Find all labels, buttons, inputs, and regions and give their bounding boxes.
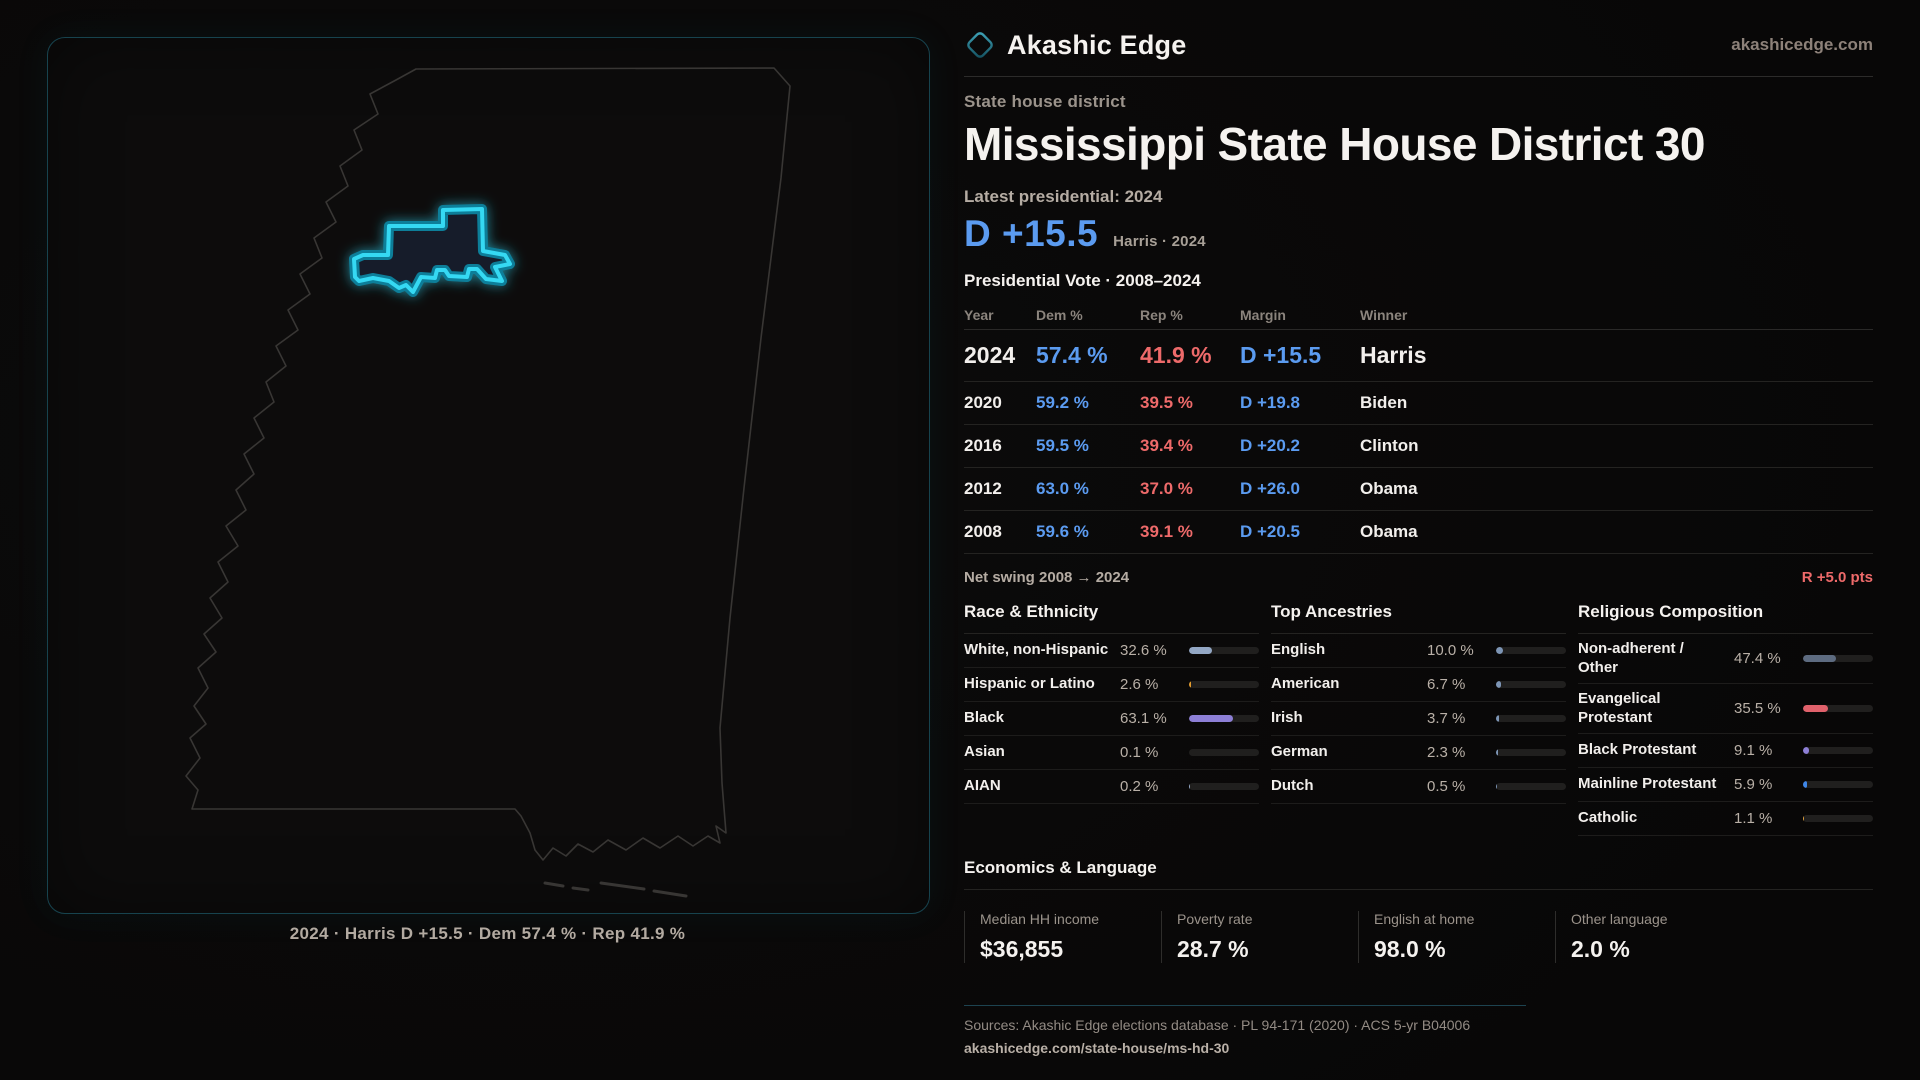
stat-bar	[1496, 680, 1566, 688]
mississippi-map	[185, 67, 791, 898]
stat-card: English at home 98.0 %	[1358, 910, 1555, 963]
table-row: 2008 59.6 % 39.1 % D +20.5 Obama	[964, 511, 1873, 554]
section-title-economics: Economics & Language	[964, 858, 1873, 890]
presidential-vote-title: Presidential Vote · 2008–2024	[964, 270, 1201, 290]
brand-name: Akashic Edge	[1007, 29, 1187, 60]
economics-section: Economics & Language Median HH income $3…	[964, 858, 1873, 963]
mississippi-state-outline	[185, 67, 791, 861]
district-report: Akashic Edge akashicedge.com State house…	[964, 24, 1873, 1056]
stat-bar	[1803, 814, 1873, 822]
col-header-winner: Winner	[1360, 307, 1408, 324]
demo-row: Black Protestant 9.1 %	[1578, 734, 1873, 768]
demo-row: Dutch 0.5 %	[1271, 770, 1566, 804]
table-row: 2020 59.2 % 39.5 % D +19.8 Biden	[964, 382, 1873, 425]
headline-margin: D +15.5 Harris · 2024	[964, 213, 1873, 255]
demo-row: Irish 3.7 %	[1271, 702, 1566, 736]
demo-row: English 10.0 %	[1271, 634, 1566, 668]
district-30-shape	[349, 204, 515, 297]
stat-bar	[1496, 782, 1566, 790]
page-footer: Sources: Akashic Edge elections database…	[964, 1004, 1873, 1056]
col-header-year: Year	[964, 307, 994, 324]
header-divider	[964, 76, 1873, 77]
headline-margin-value: D +15.5	[964, 212, 1099, 254]
demo-row: American 6.7 %	[1271, 668, 1566, 702]
stat-bar	[1496, 748, 1566, 756]
district-type-kicker: State house district	[964, 92, 1126, 111]
net-swing-label: Net swing 2008 → 2024	[964, 568, 1130, 586]
brand-header: Akashic Edge akashicedge.com	[964, 24, 1873, 66]
stat-bar	[1496, 714, 1566, 722]
latest-presidential-label: Latest presidential: 2024	[964, 186, 1163, 206]
demo-row: White, non-Hispanic 32.6 %	[964, 634, 1259, 668]
demographics-section: Race & Ethnicity White, non-Hispanic 32.…	[964, 602, 1873, 836]
page-title: Mississippi State House District 30	[964, 118, 1705, 170]
religion-column: Religious Composition Non-adherent / Oth…	[1578, 602, 1873, 836]
net-swing-value: R +5.0 pts	[1801, 568, 1873, 586]
col-header-margin: Margin	[1240, 307, 1286, 324]
col-header-dem: Dem %	[1036, 307, 1083, 324]
demo-row: Hispanic or Latino 2.6 %	[964, 668, 1259, 702]
map-caption: 2024 · Harris D +15.5 · Dem 57.4 % · Rep…	[289, 924, 686, 943]
race-ethnicity-column: Race & Ethnicity White, non-Hispanic 32.…	[964, 602, 1259, 836]
demo-row: German 2.3 %	[1271, 736, 1566, 770]
col-header-rep: Rep %	[1140, 307, 1183, 324]
section-title-ancestries: Top Ancestries	[1271, 602, 1566, 634]
demo-row: Non-adherent / Other 47.4 %	[1578, 634, 1873, 684]
stat-bar	[1189, 646, 1259, 654]
permalink-url[interactable]: akashicedge.com/state-house/ms-hd-30	[964, 1039, 1230, 1056]
stat-bar	[1189, 714, 1259, 722]
demo-row: Asian 0.1 %	[964, 736, 1259, 770]
section-title-religion: Religious Composition	[1578, 602, 1873, 634]
stat-card: Poverty rate 28.7 %	[1161, 910, 1358, 963]
table-header-row: Year Dem % Rep % Margin Winner	[964, 302, 1873, 330]
economics-stats: Median HH income $36,855 Poverty rate 28…	[964, 910, 1873, 963]
diamond-logo-icon	[967, 32, 993, 58]
stat-bar	[1803, 704, 1873, 712]
presidential-vote-table: Year Dem % Rep % Margin Winner 2024 57.4…	[964, 302, 1873, 554]
table-row: 2012 63.0 % 37.0 % D +26.0 Obama	[964, 468, 1873, 511]
demo-row: Mainline Protestant 5.9 %	[1578, 768, 1873, 802]
net-swing-row: Net swing 2008 → 2024 R +5.0 pts	[964, 569, 1873, 586]
brand-domain-link[interactable]: akashicedge.com	[1731, 35, 1873, 54]
section-title-race: Race & Ethnicity	[964, 602, 1259, 634]
stat-bar	[1189, 782, 1259, 790]
table-row: 2016 59.5 % 39.4 % D +20.2 Clinton	[964, 425, 1873, 468]
stat-bar	[1803, 780, 1873, 788]
state-map-panel	[47, 37, 930, 914]
sources-text: Sources: Akashic Edge elections database…	[964, 1016, 1471, 1033]
stat-bar	[1803, 654, 1873, 662]
table-row: 2024 57.4 % 41.9 % D +15.5 Harris	[964, 330, 1873, 382]
stat-card: Other language 2.0 %	[1555, 910, 1752, 963]
stat-bar	[1496, 646, 1566, 654]
footer-divider	[964, 1004, 1526, 1006]
stat-bar	[1803, 746, 1873, 754]
demo-row: Black 63.1 %	[964, 702, 1259, 736]
stat-card: Median HH income $36,855	[964, 910, 1161, 963]
headline-margin-detail: Harris · 2024	[1113, 232, 1206, 250]
coastal-islands	[543, 881, 688, 898]
demo-row: AIAN 0.2 %	[964, 770, 1259, 804]
demo-row: Evangelical Protestant 35.5 %	[1578, 684, 1873, 734]
ancestries-column: Top Ancestries English 10.0 % American 6…	[1271, 602, 1566, 836]
stat-bar	[1189, 748, 1259, 756]
stat-bar	[1189, 680, 1259, 688]
demo-row: Catholic 1.1 %	[1578, 802, 1873, 836]
